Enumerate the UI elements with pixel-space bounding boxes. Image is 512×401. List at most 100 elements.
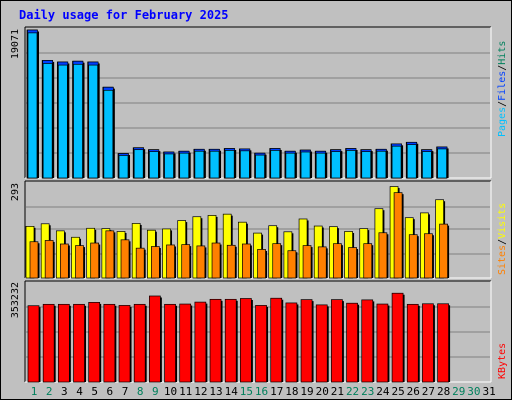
x-tick-label: 14 [225, 385, 239, 398]
sites-bar [105, 230, 115, 279]
kbytes-bar [88, 302, 101, 383]
kbytes-bar [346, 302, 358, 383]
sites-bar [211, 242, 221, 279]
sites-bar [287, 250, 297, 279]
kbytes-bar [149, 295, 161, 383]
sites-bar [166, 244, 175, 279]
x-tick-label: 21 [331, 385, 344, 398]
pages-bar [240, 150, 250, 179]
pages-bar [27, 32, 38, 179]
sites-bar [181, 244, 191, 279]
pages-bar [376, 150, 387, 179]
pages-bar [42, 63, 53, 179]
legend-sites: Sites [497, 245, 508, 275]
sites-bar [378, 232, 388, 279]
kbytes-bar [406, 303, 419, 383]
kbytes-bar [194, 301, 207, 383]
legend-separator: / [497, 239, 508, 245]
x-tick-label: 15 [240, 385, 253, 398]
legend-pages: Pages [497, 107, 508, 137]
x-tick-label: 29 [452, 385, 465, 398]
pages-bar [422, 151, 432, 179]
legend-visits: Visits [497, 203, 508, 239]
kbytes-bar [57, 303, 70, 383]
pages-bar [224, 150, 235, 179]
pages-bar [209, 150, 220, 179]
sites-bar [348, 247, 357, 279]
sites-bar [363, 243, 373, 279]
kbytes-bar [270, 297, 283, 383]
pages-bar [346, 150, 356, 179]
pages-bar [361, 151, 372, 179]
pages-bar [406, 144, 417, 179]
x-tick-label: 1 [31, 385, 38, 398]
legend-hits-files-pages: Pages/Files/Hits [497, 41, 508, 137]
kbytes-bar [73, 303, 85, 383]
kbytes-bar [376, 303, 389, 383]
x-tick-label: 26 [407, 385, 420, 398]
kbytes-bar [437, 303, 449, 383]
sites-bar [424, 233, 433, 279]
pages-bar [73, 63, 83, 179]
legend-files: Files [497, 71, 508, 101]
x-tick-label: 27 [422, 385, 435, 398]
sites-bar [393, 192, 403, 279]
chart-title: Daily usage for February 2025 [19, 8, 229, 22]
x-tick-label: 31 [482, 385, 495, 398]
sites-bar [333, 243, 342, 279]
x-tick-label: 5 [91, 385, 98, 398]
x-tick-label: 28 [437, 385, 450, 398]
legend-kbytes: KBytes [497, 343, 508, 379]
x-tick-label: 3 [61, 385, 68, 398]
pages-bar [133, 149, 144, 179]
legend-visits-sites: Sites/Visits [497, 203, 508, 275]
pages-bar [285, 152, 296, 179]
kbytes-bar [42, 303, 55, 383]
pages-bar [179, 152, 190, 179]
pages-bar [437, 148, 447, 179]
kbytes-bar [133, 303, 146, 383]
pages-bar [164, 153, 174, 179]
kbytes-bar [315, 304, 328, 383]
pages-bar [149, 151, 159, 179]
sites-bar [135, 247, 145, 279]
sites-bar [272, 243, 282, 279]
sites-bar [29, 241, 39, 279]
legend-separator: / [497, 65, 508, 71]
pages-bar [255, 154, 265, 179]
sites-bar [59, 243, 69, 279]
x-tick-label: 20 [316, 385, 329, 398]
x-tick-label: 8 [137, 385, 144, 398]
x-tick-label: 25 [391, 385, 404, 398]
kbytes-bar [209, 298, 222, 383]
kbytes-bar [331, 299, 343, 383]
x-tick-label: 12 [194, 385, 207, 398]
legend-kbytes: KBytes [497, 343, 508, 379]
sites-bar [196, 245, 206, 279]
x-tick-label: 10 [164, 385, 177, 398]
pages-bar [270, 150, 281, 179]
pages-bar [118, 155, 129, 179]
sites-bar [226, 244, 236, 279]
x-tick-label: 18 [285, 385, 298, 398]
pages-bar [194, 150, 205, 179]
x-tick-label: 6 [107, 385, 114, 398]
sites-bar [317, 246, 327, 279]
y-axis-max-label: 293 [10, 183, 21, 201]
x-tick-label: 11 [179, 385, 192, 398]
x-tick-label: 16 [255, 385, 268, 398]
pages-bar [103, 89, 114, 179]
kbytes-bar [300, 299, 313, 383]
x-tick-label: 7 [122, 385, 129, 398]
x-tick-label: 13 [209, 385, 222, 398]
sites-bar [439, 223, 448, 279]
pages-bar [57, 64, 68, 179]
kbytes-bar [118, 305, 131, 383]
kbytes-bar [285, 302, 298, 383]
kbytes-bar [422, 303, 434, 383]
pages-bar [315, 152, 326, 179]
legend-hits: Hits [497, 41, 508, 65]
x-tick-label: 24 [376, 385, 390, 398]
